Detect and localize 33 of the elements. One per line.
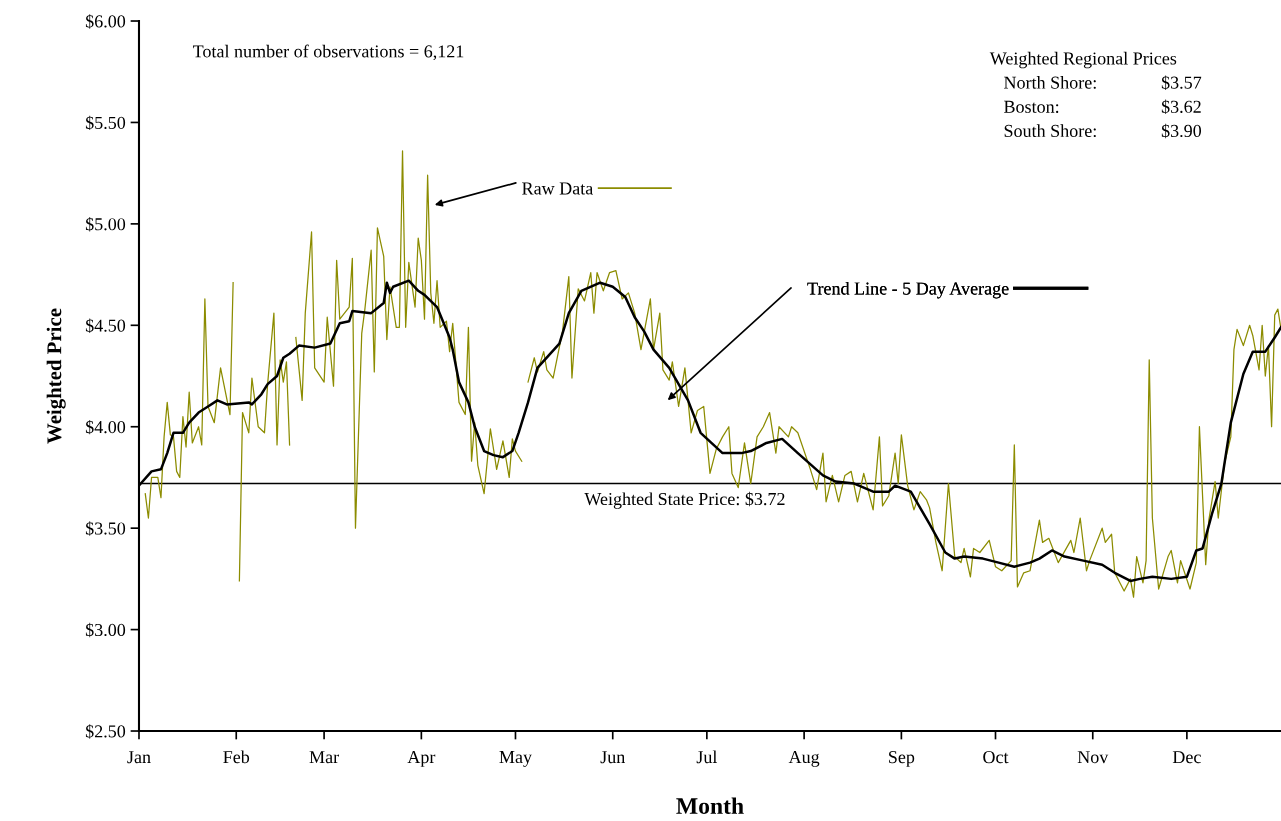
y-tick-label: $3.00 bbox=[85, 622, 126, 638]
legend-label: Trend Line - 5 Day Average bbox=[807, 281, 1009, 299]
x-tick-label: Apr bbox=[407, 751, 436, 767]
annotation: South Shore: bbox=[1004, 124, 1096, 138]
annotation: Boston: bbox=[1004, 100, 1059, 113]
x-tick-label: Feb bbox=[223, 750, 250, 764]
annotation: $3.57 bbox=[1161, 75, 1202, 90]
y-tick-label: $4.50 bbox=[85, 318, 126, 333]
y-tick-label: $3.50 bbox=[85, 521, 126, 536]
x-tick-label: Nov bbox=[1077, 751, 1109, 764]
x-tick-label: Jun bbox=[600, 751, 625, 764]
legend-label: Raw Data bbox=[522, 182, 594, 195]
x-tick-label: Oct bbox=[983, 751, 1009, 764]
x-tick-label: Jan bbox=[127, 751, 151, 764]
annotation: Weighted Regional Prices bbox=[989, 51, 1177, 69]
y-tick-label: $5.50 bbox=[85, 115, 126, 131]
ref-line-label: Weighted State Price: $3.72 bbox=[584, 491, 785, 509]
x-tick-label: May bbox=[499, 751, 532, 767]
annotation: $3.62 bbox=[1161, 99, 1201, 115]
y-tick-label: $5.00 bbox=[85, 217, 126, 232]
y-tick-label: $6.00 bbox=[85, 14, 126, 29]
annotation: $3.90 bbox=[1161, 123, 1202, 139]
x-tick-label: Mar bbox=[309, 751, 339, 764]
annotation: North Shore: bbox=[1004, 76, 1096, 89]
y-tick-label: $4.00 bbox=[85, 419, 126, 435]
annotation: Total number of observations = 6,121 bbox=[192, 44, 464, 61]
x-tick-label: Dec bbox=[1172, 751, 1201, 764]
y-axis-title: Weighted Price bbox=[46, 308, 66, 444]
y-tick-label: $2.50 bbox=[85, 724, 126, 739]
x-tick-label: Sep bbox=[889, 751, 915, 767]
x-tick-label: Aug bbox=[788, 751, 820, 767]
x-axis-title: Month bbox=[676, 797, 744, 815]
x-tick-label: Jul bbox=[696, 750, 718, 764]
